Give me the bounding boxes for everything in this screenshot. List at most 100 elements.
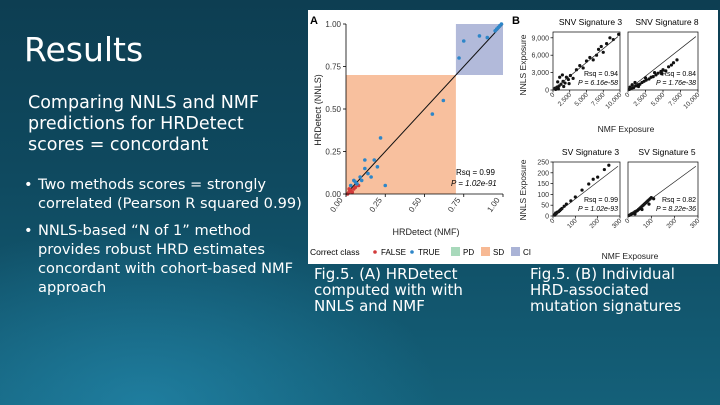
y-tick-label: 100 [537, 192, 549, 199]
data-point-true [494, 27, 499, 31]
data-point [617, 32, 621, 36]
data-point [636, 84, 641, 89]
annotation-rsq: Rsq = 0.84 [662, 71, 696, 78]
data-point-true [353, 180, 358, 184]
bullet-item: Two methods scores = strongly correlated… [24, 175, 309, 213]
data-point [647, 77, 651, 81]
legend-swatch-sd [481, 247, 490, 256]
data-point-true [363, 166, 367, 171]
data-point [558, 75, 562, 79]
y-axis-label-bottom: NNLS Exposure [518, 159, 528, 220]
legend-title: Correct class [310, 247, 360, 257]
data-point [640, 207, 644, 212]
annotation-rsq: Rsq = 0.99 [584, 197, 618, 204]
data-point [573, 195, 577, 199]
figure-5: A0.000.250.500.751.000.00 0.25 0.50 0.75 1.0… [308, 10, 718, 264]
data-point [567, 82, 571, 86]
data-point [669, 63, 673, 67]
data-point [661, 68, 665, 72]
data-point-true [366, 171, 370, 176]
data-point-false [347, 187, 351, 191]
data-point [671, 61, 676, 65]
x-axis-label-top: NMF Exposure [598, 124, 655, 134]
data-point [608, 36, 612, 40]
bullet-item: NNLS-based “N of 1” method provides robu… [24, 221, 309, 297]
fit-line [345, 23, 504, 195]
y-tick-label: 200 [537, 170, 549, 177]
data-point-true [457, 56, 461, 60]
x-axis-label-bottom: NMF Exposure [602, 251, 659, 261]
data-point [653, 71, 657, 75]
data-point-true [383, 183, 388, 188]
data-point-true [461, 39, 466, 43]
legend-label-false: FALSE [381, 248, 406, 257]
legend-label-sd: SD [493, 248, 504, 257]
data-point-true [359, 178, 364, 183]
annotation-rsq: Rsq = 0.99 [456, 168, 495, 177]
data-point [578, 64, 582, 68]
panel-b-letter: B [512, 15, 520, 27]
y-tick-label: 0 [545, 214, 549, 221]
y-tick-label: 50 [541, 203, 549, 210]
slide-subtitle: Comparing NNLS and NMF predictions for H… [28, 93, 259, 155]
facet-frame [627, 161, 699, 217]
data-point-true [499, 22, 504, 26]
data-point [656, 71, 660, 75]
data-point [651, 75, 655, 79]
data-point [556, 87, 560, 91]
y-axis-label: HRDetect (NNLS) [313, 74, 323, 146]
y-tick-label: 0 [545, 88, 549, 95]
facet-title: SNV Signature 8 [635, 17, 699, 27]
annotation-p: P = 1.76e-38 [656, 80, 696, 87]
caption-a: Fig.5. (A) HRDetect computed with with N… [314, 265, 463, 315]
data-point-true [358, 175, 362, 179]
data-point-true [348, 183, 353, 188]
facet-title: SV Signature 5 [638, 147, 695, 157]
legend-marker-true [410, 250, 414, 254]
data-point [654, 73, 658, 77]
data-point [591, 58, 595, 62]
facet-title: SV Signature 3 [562, 147, 619, 157]
data-point [647, 202, 651, 206]
data-point [559, 82, 563, 86]
data-point [591, 177, 595, 181]
legend-label-pd: PD [463, 248, 474, 257]
data-point [566, 77, 571, 82]
data-point [632, 86, 636, 90]
data-point-true [369, 175, 373, 179]
data-point-true [372, 158, 377, 162]
panel-a-letter: A [310, 15, 318, 27]
y-tick-label: 150 [537, 181, 549, 188]
data-point [563, 81, 567, 85]
data-point [601, 50, 605, 54]
data-point [633, 212, 637, 216]
legend-swatch-pd [451, 247, 460, 256]
data-point-true [477, 34, 482, 38]
fit-line [552, 36, 619, 91]
data-point [605, 42, 609, 46]
annotation-p: P = 1.02e-93 [578, 206, 618, 213]
fit-line [627, 36, 697, 91]
facet-title: SNV Signature 3 [559, 17, 623, 27]
annotation-p: P = 8.22e-36 [656, 206, 696, 213]
y-tick-label: 6,000 [531, 53, 549, 60]
annotation-p: P = 6.16e-58 [578, 80, 618, 87]
data-point [638, 82, 642, 86]
annotation-rsq: Rsq = 0.82 [662, 197, 696, 204]
data-point-false [353, 185, 358, 189]
data-point [667, 65, 671, 69]
x-tick-label: 0 [624, 91, 632, 99]
legend-marker-false [373, 250, 377, 254]
x-tick-label: 0 [624, 217, 632, 225]
data-point-true [430, 112, 435, 116]
data-point [580, 188, 584, 192]
data-point [607, 163, 611, 167]
data-point [556, 80, 560, 84]
data-point [630, 83, 634, 87]
y-tick-label: 0.00 [325, 190, 341, 199]
data-point [599, 44, 603, 49]
y-tick-label: 9,000 [531, 35, 549, 42]
slide-title: Results [24, 30, 144, 69]
data-point [588, 55, 592, 60]
data-point [571, 76, 575, 80]
